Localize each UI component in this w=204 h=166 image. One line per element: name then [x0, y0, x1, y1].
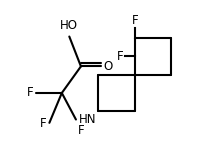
Text: HO: HO: [59, 19, 77, 32]
Text: F: F: [40, 117, 47, 130]
Text: F: F: [26, 86, 33, 99]
Text: F: F: [131, 14, 137, 27]
Text: HN: HN: [79, 113, 96, 126]
Text: F: F: [78, 124, 84, 137]
Text: F: F: [116, 50, 123, 63]
Text: O: O: [103, 60, 113, 73]
